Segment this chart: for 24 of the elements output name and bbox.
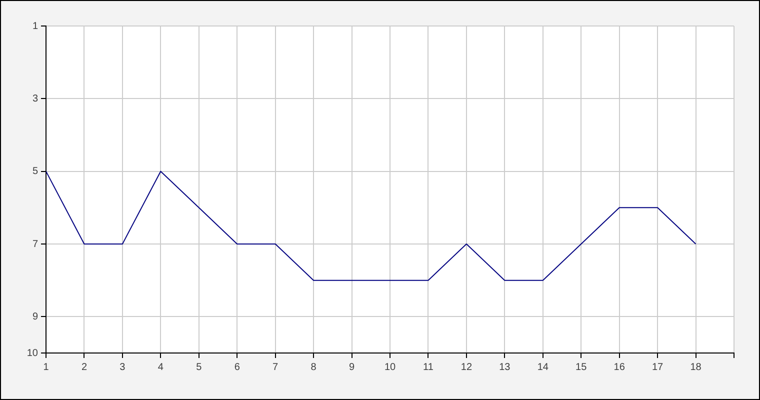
x-tick-label: 10 (384, 362, 396, 373)
x-tick-label: 15 (576, 362, 588, 373)
x-tick-label: 3 (120, 362, 126, 373)
x-tick-label: 7 (272, 362, 279, 373)
x-tick-label: 8 (310, 362, 317, 373)
x-tick-label: 1 (43, 362, 50, 373)
x-tick-label: 12 (460, 362, 472, 373)
x-tick-label: 17 (652, 362, 664, 373)
x-tick-label: 4 (158, 362, 164, 373)
x-tick-label: 11 (423, 362, 434, 373)
x-tick-label: 5 (196, 362, 202, 373)
x-tick-label: 13 (499, 362, 511, 373)
y-tick-label: 3 (32, 93, 38, 104)
y-tick-label: 7 (32, 238, 38, 250)
y-tick-label: 1 (32, 20, 38, 32)
y-tick-label: 10 (26, 348, 38, 359)
y-tick-label: 5 (32, 166, 38, 178)
x-tick-label: 2 (81, 362, 88, 373)
x-tick-label: 14 (537, 362, 549, 373)
x-tick-label: 6 (234, 362, 240, 373)
y-tick-label: 9 (32, 311, 38, 322)
x-tick-label: 18 (690, 362, 702, 373)
x-tick-label: 9 (348, 362, 355, 373)
x-tick-label: 16 (614, 362, 626, 373)
